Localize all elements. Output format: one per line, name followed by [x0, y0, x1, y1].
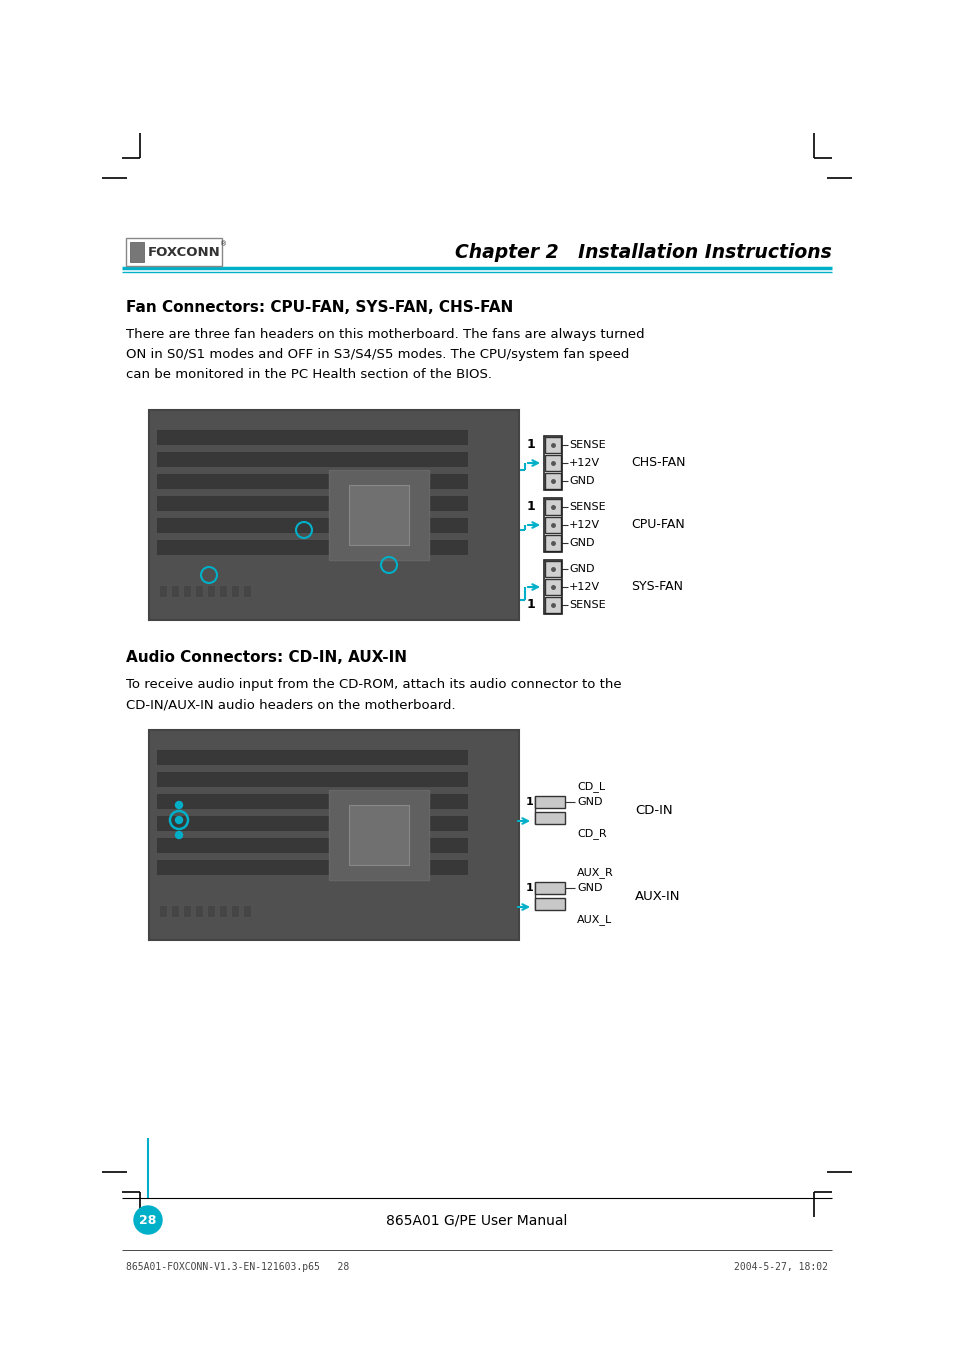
- Bar: [157, 750, 467, 765]
- Text: 865A01 G/PE User Manual: 865A01 G/PE User Manual: [386, 1213, 567, 1227]
- Bar: [329, 470, 429, 561]
- Bar: [544, 455, 560, 471]
- Text: SENSE: SENSE: [568, 600, 605, 611]
- Text: GND: GND: [577, 797, 602, 807]
- Text: CD-IN/AUX-IN audio headers on the motherboard.: CD-IN/AUX-IN audio headers on the mother…: [126, 698, 456, 711]
- Bar: [183, 585, 191, 597]
- Text: ON in S0/S1 modes and OFF in S3/S4/S5 modes. The CPU/system fan speed: ON in S0/S1 modes and OFF in S3/S4/S5 mo…: [126, 349, 629, 361]
- Text: +12V: +12V: [568, 520, 599, 530]
- Bar: [544, 473, 560, 489]
- Bar: [544, 517, 560, 534]
- Bar: [544, 499, 560, 515]
- Bar: [171, 585, 179, 597]
- Text: SYS-FAN: SYS-FAN: [630, 581, 682, 593]
- Text: CD-IN: CD-IN: [635, 804, 672, 816]
- Bar: [219, 905, 227, 917]
- Circle shape: [175, 816, 182, 824]
- Bar: [231, 905, 239, 917]
- Bar: [183, 905, 191, 917]
- Bar: [207, 585, 214, 597]
- Text: FOXCONN: FOXCONN: [148, 246, 220, 258]
- Text: There are three fan headers on this motherboard. The fans are always turned: There are three fan headers on this moth…: [126, 328, 644, 340]
- Text: 1: 1: [525, 797, 533, 807]
- Bar: [543, 561, 561, 613]
- Bar: [349, 485, 409, 544]
- Text: GND: GND: [577, 884, 602, 893]
- Bar: [243, 585, 251, 597]
- Text: CD_R: CD_R: [577, 828, 606, 839]
- Bar: [544, 580, 560, 594]
- Bar: [219, 585, 227, 597]
- Text: 1: 1: [526, 439, 535, 451]
- Text: CD_L: CD_L: [577, 781, 604, 792]
- Bar: [157, 474, 467, 488]
- Bar: [543, 499, 561, 553]
- Bar: [544, 535, 560, 551]
- Text: ®: ®: [220, 240, 227, 247]
- Bar: [349, 805, 409, 865]
- Bar: [544, 436, 560, 453]
- Circle shape: [133, 1206, 162, 1233]
- Text: 2004-5-27, 18:02: 2004-5-27, 18:02: [733, 1262, 827, 1273]
- Bar: [543, 436, 561, 490]
- Text: Fan Connectors: CPU-FAN, SYS-FAN, CHS-FAN: Fan Connectors: CPU-FAN, SYS-FAN, CHS-FA…: [126, 300, 513, 315]
- Bar: [535, 812, 564, 824]
- Text: AUX_R: AUX_R: [577, 867, 613, 878]
- Bar: [535, 796, 564, 808]
- Bar: [159, 585, 167, 597]
- Bar: [231, 585, 239, 597]
- Bar: [157, 540, 467, 554]
- Text: 28: 28: [139, 1213, 156, 1227]
- Text: SENSE: SENSE: [568, 440, 605, 450]
- Text: can be monitored in the PC Health section of the BIOS.: can be monitored in the PC Health sectio…: [126, 367, 492, 381]
- Bar: [157, 771, 467, 786]
- Bar: [149, 730, 518, 940]
- Bar: [157, 816, 467, 830]
- Bar: [535, 898, 564, 911]
- Text: GND: GND: [568, 476, 594, 486]
- Bar: [130, 242, 144, 262]
- Bar: [329, 790, 429, 880]
- Bar: [157, 453, 467, 466]
- Text: GND: GND: [568, 538, 594, 549]
- Circle shape: [175, 801, 182, 808]
- Bar: [157, 794, 467, 808]
- Text: To receive audio input from the CD-ROM, attach its audio connector to the: To receive audio input from the CD-ROM, …: [126, 678, 621, 690]
- Text: 1: 1: [525, 884, 533, 893]
- Text: AUX-IN: AUX-IN: [635, 889, 679, 902]
- Bar: [157, 517, 467, 532]
- Bar: [126, 238, 222, 266]
- Bar: [157, 861, 467, 874]
- Bar: [207, 905, 214, 917]
- Text: +12V: +12V: [568, 458, 599, 467]
- Text: GND: GND: [568, 563, 594, 574]
- Text: +12V: +12V: [568, 582, 599, 592]
- Text: 865A01-FOXCONN-V1.3-EN-121603.p65   28: 865A01-FOXCONN-V1.3-EN-121603.p65 28: [126, 1262, 349, 1273]
- Bar: [157, 430, 467, 444]
- Text: Chapter 2   Installation Instructions: Chapter 2 Installation Instructions: [455, 242, 831, 262]
- Circle shape: [175, 831, 182, 839]
- Text: Audio Connectors: CD-IN, AUX-IN: Audio Connectors: CD-IN, AUX-IN: [126, 650, 407, 665]
- Text: CHS-FAN: CHS-FAN: [630, 457, 685, 470]
- Text: 1: 1: [526, 598, 535, 612]
- Bar: [544, 597, 560, 613]
- Bar: [149, 409, 518, 620]
- Text: CPU-FAN: CPU-FAN: [630, 519, 684, 531]
- Bar: [194, 905, 203, 917]
- Bar: [535, 882, 564, 894]
- Text: 1: 1: [526, 500, 535, 513]
- Bar: [157, 496, 467, 509]
- Bar: [171, 905, 179, 917]
- Text: AUX_L: AUX_L: [577, 915, 612, 925]
- Bar: [243, 905, 251, 917]
- Text: SENSE: SENSE: [568, 503, 605, 512]
- Bar: [159, 905, 167, 917]
- Bar: [194, 585, 203, 597]
- Bar: [544, 561, 560, 577]
- Bar: [157, 838, 467, 852]
